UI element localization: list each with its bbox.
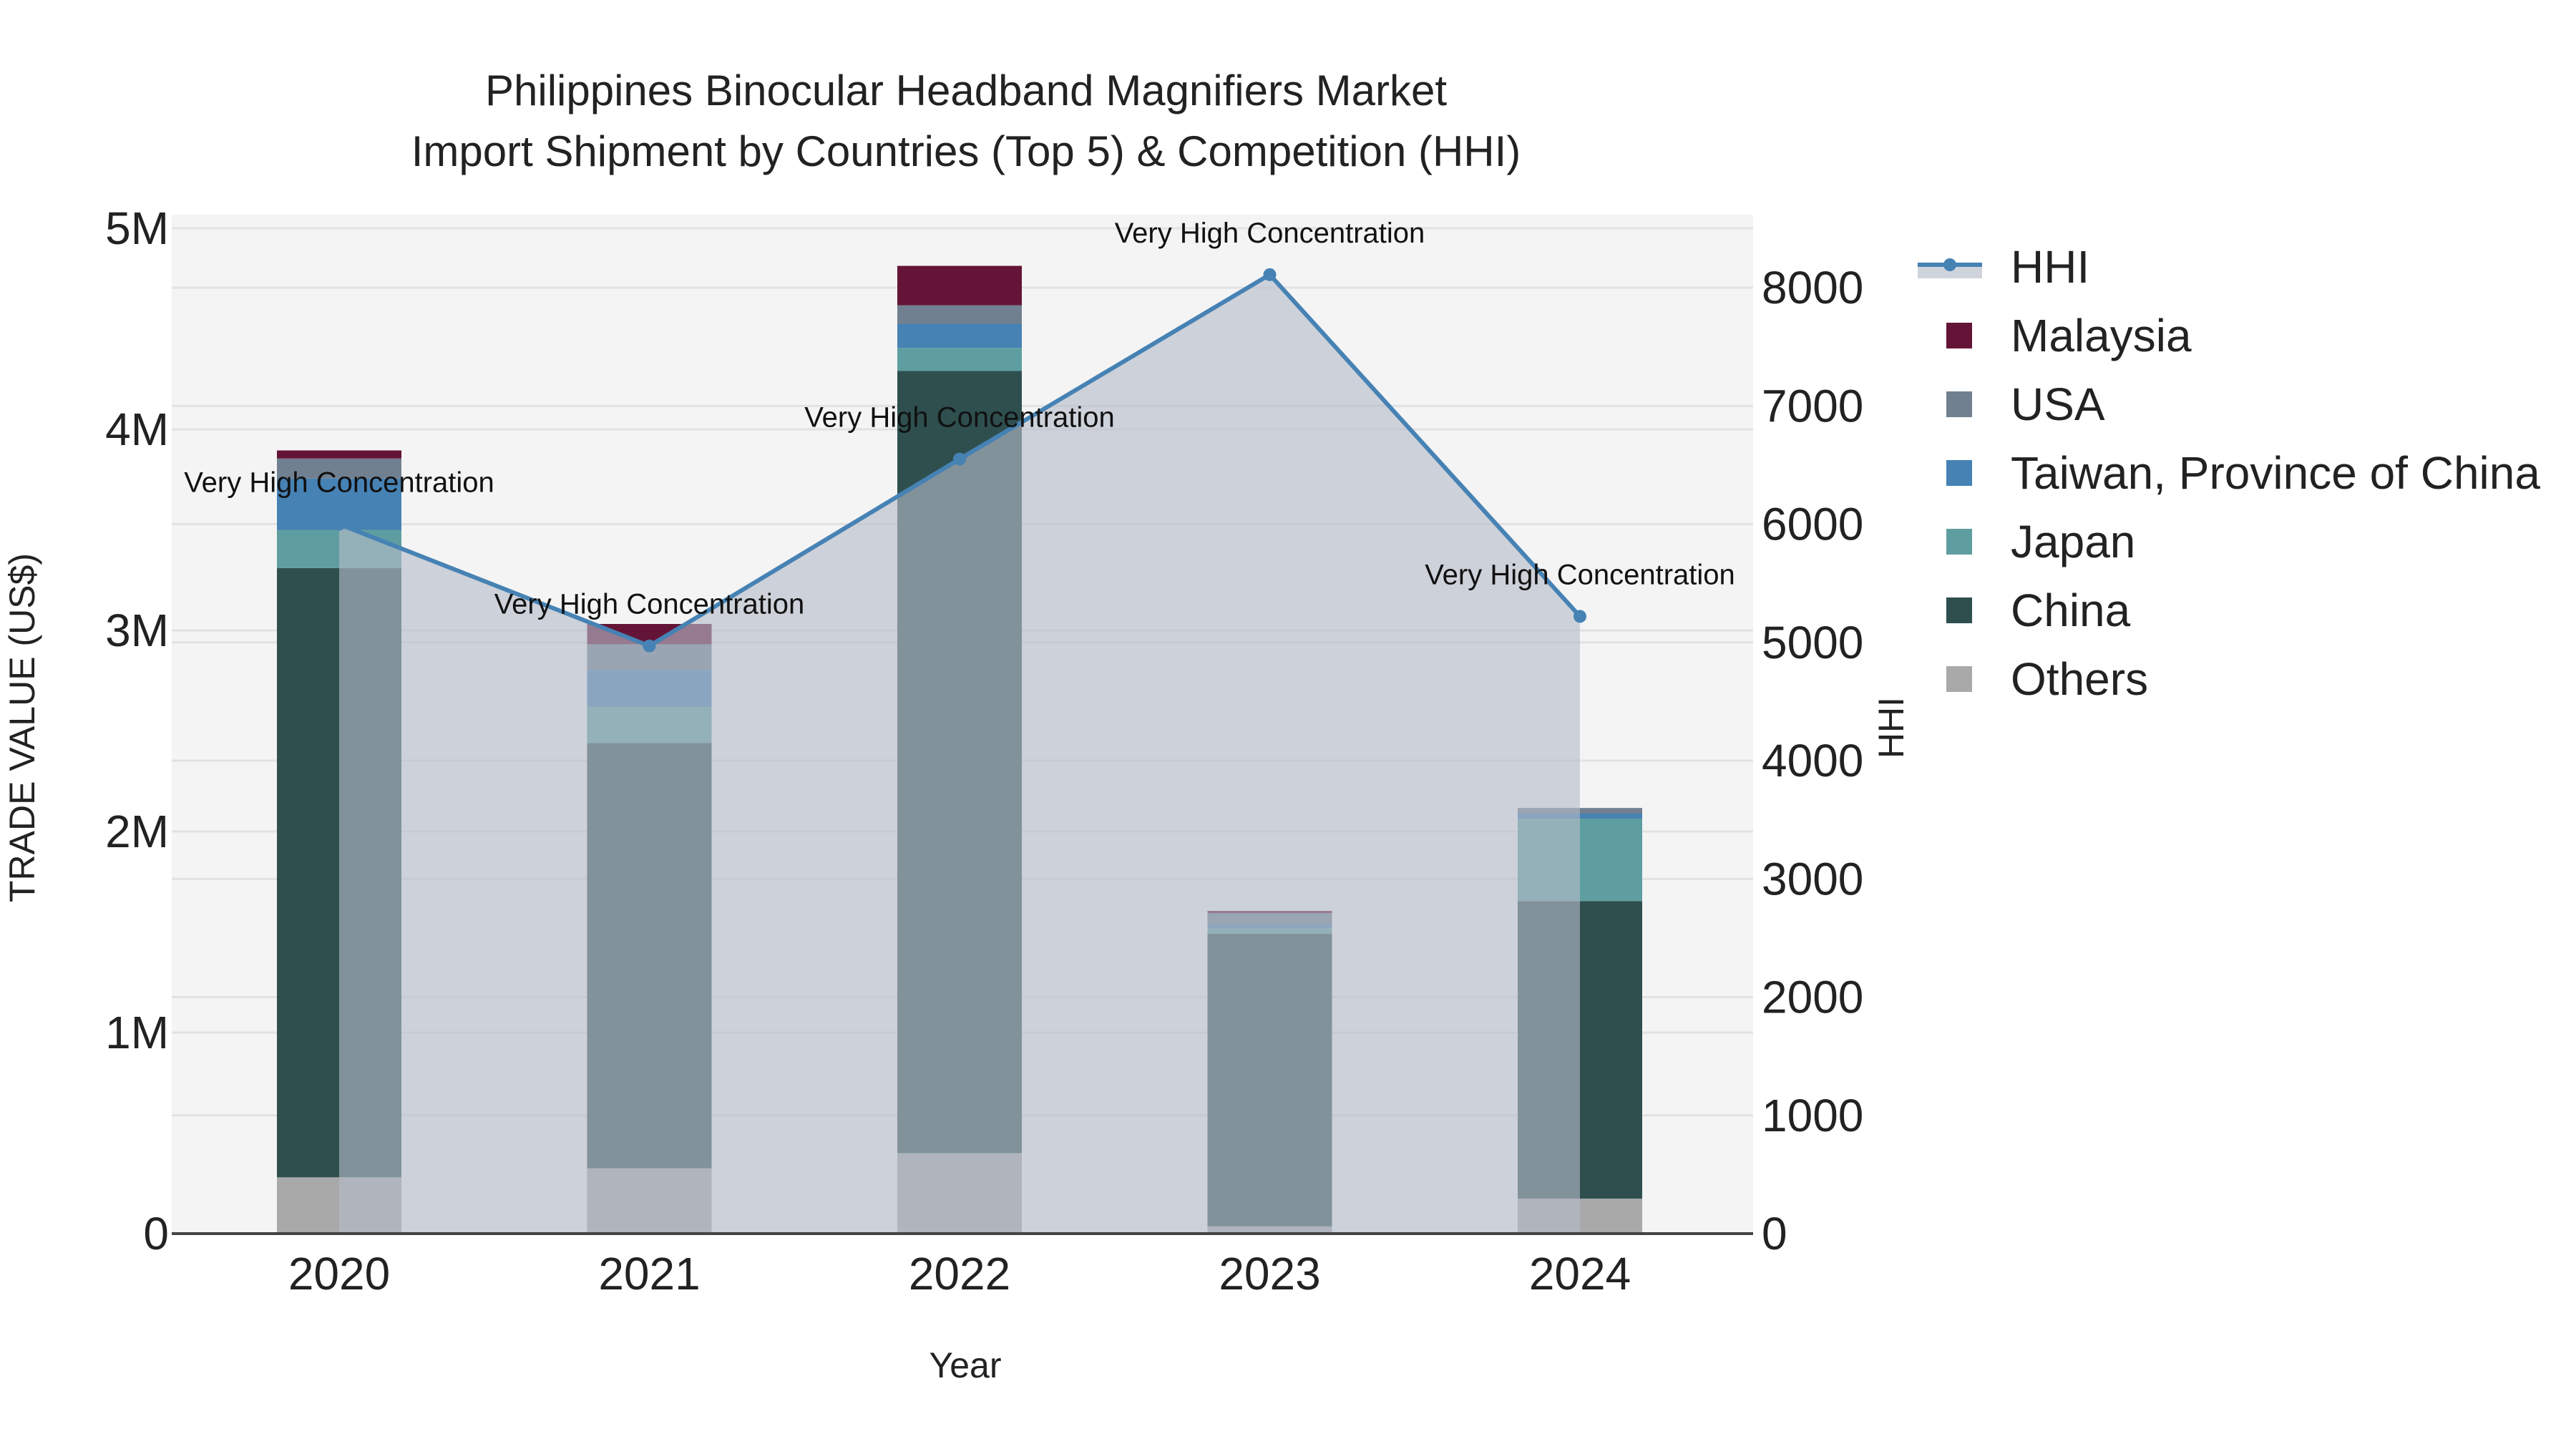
y-right-tick-label: 3000 — [1762, 853, 1863, 904]
legend-item-hhi[interactable]: HHI — [1918, 233, 2540, 301]
legend-item-usa[interactable]: USA — [1918, 370, 2540, 439]
y-right-tick-label: 1000 — [1762, 1090, 1863, 1141]
color-swatch-icon — [1946, 529, 1972, 555]
y-right-tick-label: 0 — [1762, 1208, 1787, 1259]
x-tick-label: 2022 — [909, 1248, 1010, 1299]
x-tick-label: 2021 — [598, 1248, 700, 1299]
x-axis-title: Year — [929, 1345, 1001, 1385]
legend-label: USA — [2011, 379, 2105, 430]
y-left-tick-label: 4M — [105, 404, 169, 455]
y-left-tick-label: 5M — [105, 203, 169, 254]
chart-title-line2: Import Shipment by Countries (Top 5) & C… — [411, 127, 1521, 175]
y-right-tick-label: 6000 — [1762, 499, 1863, 550]
legend-item-taiwan-province-of-china[interactable]: Taiwan, Province of China — [1918, 439, 2540, 507]
legend-label: HHI — [2011, 241, 2090, 293]
hhi-marker[interactable] — [953, 452, 966, 466]
legend-item-japan[interactable]: Japan — [1918, 507, 2540, 576]
hhi-annotation: Very High Concentration — [1115, 218, 1425, 249]
bar-segment[interactable] — [897, 323, 1022, 348]
y-right-axis-title: HHI — [1871, 697, 1911, 758]
hhi-annotation: Very High Concentration — [494, 589, 805, 620]
bar-segment[interactable] — [277, 458, 401, 479]
y-right-tick-label: 7000 — [1762, 380, 1863, 431]
line-swatch-icon — [1918, 253, 1982, 281]
hhi-marker[interactable] — [333, 517, 346, 531]
hhi-annotation: Very High Concentration — [1425, 559, 1735, 590]
legend: HHI Malaysia USA Taiwan, Province of China J… — [1918, 233, 2540, 713]
y-right-tick-label: 5000 — [1762, 617, 1863, 668]
y-left-tick-label: 3M — [105, 605, 169, 656]
y-left-tick-label: 2M — [105, 806, 169, 857]
legend-label: Japan — [2011, 516, 2136, 567]
legend-label: China — [2011, 585, 2131, 636]
y-right-tick-label: 2000 — [1762, 972, 1863, 1023]
hhi-annotation: Very High Concentration — [184, 467, 494, 499]
x-tick-label: 2024 — [1529, 1248, 1631, 1299]
legend-label: Others — [2011, 653, 2149, 705]
bar-segment[interactable] — [277, 450, 401, 459]
legend-item-others[interactable]: Others — [1918, 645, 2540, 713]
bar-segment[interactable] — [897, 305, 1022, 324]
legend-item-malaysia[interactable]: Malaysia — [1918, 301, 2540, 370]
hhi-marker[interactable] — [643, 639, 656, 653]
legend-label: Taiwan, Province of China — [2011, 447, 2540, 499]
hhi-area — [339, 274, 1580, 1234]
y-left-axis-title: TRADE VALUE (US$) — [2, 553, 42, 902]
hhi-marker[interactable] — [1574, 610, 1586, 623]
color-swatch-icon — [1946, 323, 1972, 348]
y-right-tick-label: 8000 — [1762, 262, 1863, 313]
color-swatch-icon — [1946, 597, 1972, 623]
color-swatch-icon — [1946, 391, 1972, 417]
x-tick-label: 2023 — [1219, 1248, 1320, 1299]
bar-segment[interactable] — [897, 348, 1022, 371]
legend-item-china[interactable]: China — [1918, 576, 2540, 645]
y-left-tick-label: 0 — [143, 1208, 169, 1259]
bar-segment[interactable] — [897, 265, 1022, 306]
hhi-marker[interactable] — [1263, 268, 1277, 281]
x-tick-label: 2020 — [288, 1248, 390, 1299]
chart-title-line1: Philippines Binocular Headband Magnifier… — [484, 67, 1448, 114]
color-swatch-icon — [1946, 460, 1972, 486]
y-right-tick-label: 4000 — [1762, 735, 1863, 786]
color-swatch-icon — [1946, 666, 1972, 692]
y-left-tick-label: 1M — [105, 1007, 169, 1058]
hhi-annotation: Very High Concentration — [804, 402, 1115, 434]
legend-label: Malaysia — [2011, 310, 2192, 361]
